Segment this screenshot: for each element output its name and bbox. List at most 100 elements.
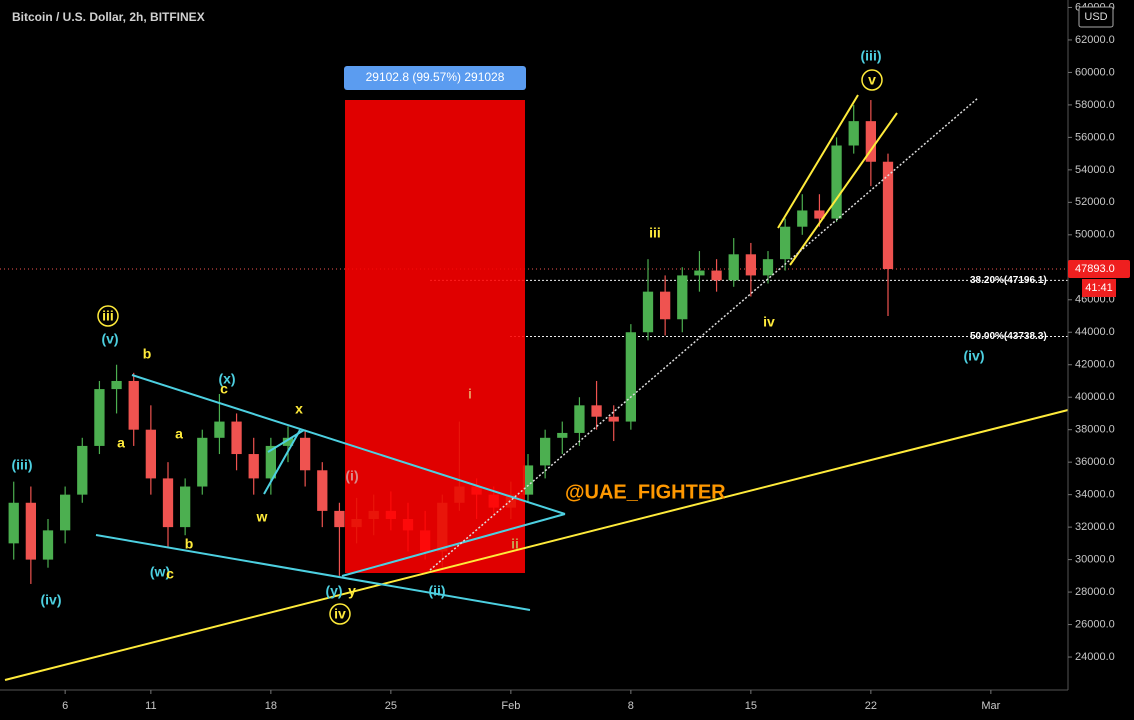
wave-label: ii [511, 536, 519, 552]
x-tick-label: 18 [265, 700, 277, 712]
y-tick-label: 60000.0 [1075, 66, 1115, 78]
wave-label: i [468, 386, 472, 402]
candle-body [591, 405, 602, 417]
candle-body [300, 437, 311, 471]
candle-body [145, 429, 156, 479]
trendline [777, 94, 859, 229]
trendline [789, 112, 898, 266]
wave-label: b [143, 346, 152, 362]
candle-body [608, 416, 619, 422]
axes: 24000.0 26000.0 28000.0 30000.0 32000.0 34000… [62, 1, 1130, 712]
candle-body [831, 145, 842, 219]
fib-label: 50.00%(43738.3) [970, 331, 1047, 342]
candle-body [711, 270, 722, 281]
y-tick-label: 34000.0 [1075, 489, 1115, 501]
y-tick-label: 58000.0 [1075, 99, 1115, 111]
label-circle [329, 603, 351, 625]
candle-body [77, 445, 88, 495]
wave-label: (x) [218, 371, 235, 387]
wave-label: a [117, 435, 125, 451]
wave-label: iii [649, 225, 661, 241]
wave-label: (y) [325, 583, 342, 599]
x-tick-label: Feb [501, 700, 520, 712]
y-tick-label: 26000.0 [1075, 618, 1115, 630]
y-tick-label: 50000.0 [1075, 229, 1115, 241]
wave-label: iv [763, 314, 775, 330]
y-tick-label: 44000.0 [1075, 326, 1115, 338]
candle-body [557, 432, 568, 438]
candle-body [317, 470, 328, 511]
candle-body [625, 332, 636, 422]
wave-label: (v) [101, 331, 118, 347]
candle-body [762, 259, 774, 276]
currency-box[interactable] [1078, 6, 1114, 28]
candle-body [94, 389, 105, 446]
candle-body [882, 161, 894, 270]
trendline [4, 409, 1069, 681]
y-tick-label: 40000.0 [1075, 391, 1115, 403]
y-tick-label: 28000.0 [1075, 586, 1115, 598]
candle-body [8, 502, 19, 544]
candle-body [848, 121, 859, 146]
measure-box [345, 100, 525, 573]
x-tick-label: 11 [145, 700, 156, 712]
wave-label: c [220, 381, 228, 397]
price-axis [1068, 0, 1134, 720]
wave-label: (ii) [428, 583, 445, 599]
fib-label: 38.20%(47196.1) [970, 275, 1047, 286]
trendline [267, 429, 305, 453]
y-tick-label: 38000.0 [1075, 424, 1115, 436]
y-tick-label: 30000.0 [1075, 554, 1115, 566]
wave-label: b [185, 536, 194, 552]
candle-body [231, 421, 242, 455]
x-tick-label: Mar [981, 700, 1000, 712]
x-tick-label: 6 [62, 700, 68, 712]
candle-body [660, 291, 671, 320]
y-tick-label: 62000.0 [1075, 34, 1115, 46]
candle-body [797, 210, 808, 227]
x-tick-label: 15 [745, 700, 757, 712]
wave-label: (w) [150, 564, 170, 580]
measure-label: 29102.8 (99.57%) 291028 [366, 70, 505, 84]
y-tick-label: 52000.0 [1075, 196, 1115, 208]
y-tick-label: 42000.0 [1075, 359, 1115, 371]
candle-body [60, 494, 71, 531]
wave-label: (iii) [12, 457, 33, 473]
wave-label: c [166, 566, 174, 582]
candle-body [814, 210, 825, 219]
wave-label: iii [102, 308, 114, 324]
trendline [429, 97, 979, 571]
wave-label: y [348, 583, 356, 599]
trendline [131, 374, 566, 515]
candle-body [745, 254, 756, 276]
wave-label: v [868, 72, 876, 88]
candle-body [180, 486, 191, 528]
y-tick-label: 54000.0 [1075, 164, 1115, 176]
candle-body [282, 437, 294, 446]
countdown-tag [1082, 279, 1116, 298]
wave-label: (iv) [41, 592, 62, 608]
candle-body [522, 465, 534, 495]
time-axis [0, 690, 1068, 720]
x-tick-label: 8 [628, 700, 634, 712]
y-tick-label: 32000.0 [1075, 521, 1115, 533]
candle-body [780, 226, 791, 260]
candle-body [642, 291, 654, 333]
candle-body [694, 270, 705, 276]
candle-body [334, 510, 345, 528]
candle-body [128, 380, 139, 430]
wave-label: (i) [345, 468, 358, 484]
trendline [263, 429, 301, 495]
last-price-label: 47893.0 [1075, 263, 1115, 275]
y-tick-label: 36000.0 [1075, 456, 1115, 468]
wave-label: a [175, 426, 183, 442]
wave-label: (iv) [964, 348, 985, 364]
currency: USD [1084, 11, 1107, 23]
trendline [95, 534, 531, 611]
last-price-tag [1068, 260, 1130, 279]
y-tick-label: 56000.0 [1075, 131, 1115, 143]
label-circle [97, 305, 119, 327]
wave-label: iv [334, 606, 346, 622]
